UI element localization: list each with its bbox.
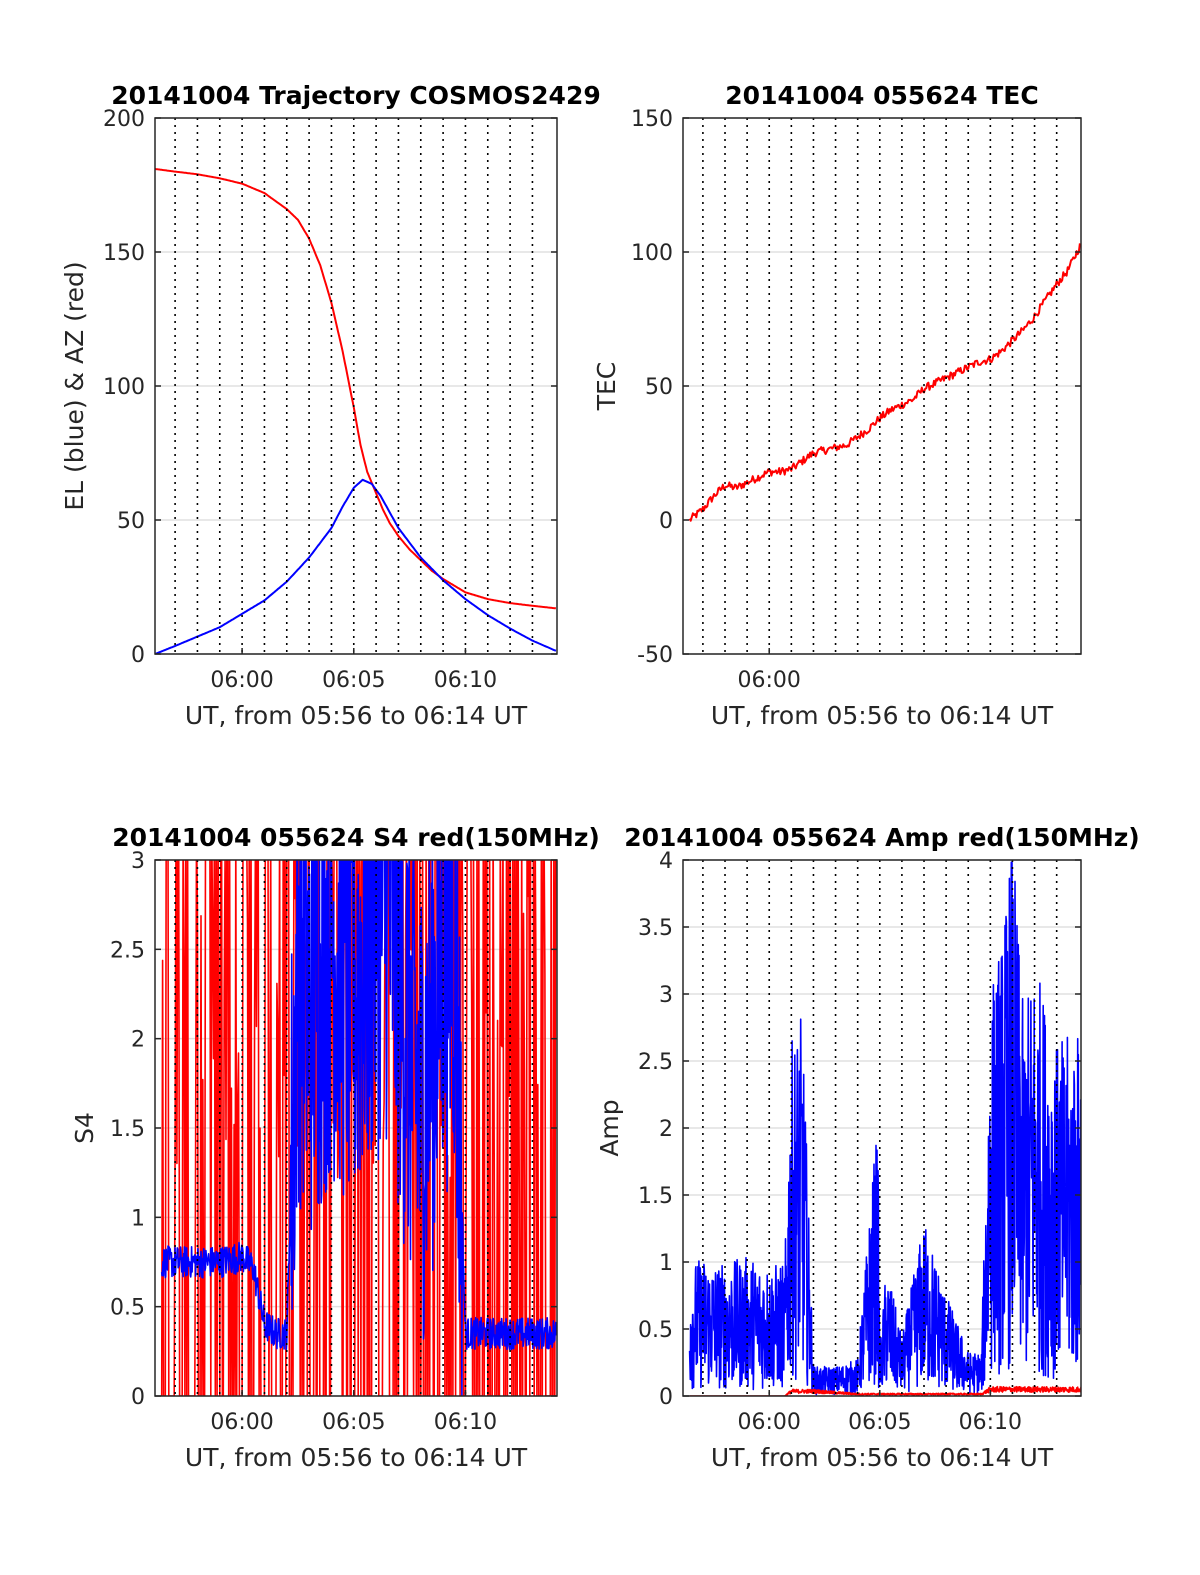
chart-title: 20141004 055624 TEC (725, 81, 1038, 110)
y-tick-label: 0.5 (638, 1318, 673, 1343)
series-line (155, 167, 556, 610)
y-tick-label: 3 (131, 849, 145, 874)
y-tick-label: 50 (645, 375, 673, 400)
y-tick-label: 2 (131, 1028, 145, 1053)
y-axis-label: TEC (592, 362, 621, 412)
x-axis-label: UT, from 05:56 to 06:14 UT (185, 701, 528, 730)
series-line (160, 860, 557, 1396)
y-tick-label: 3 (659, 983, 673, 1008)
y-tick-label: 150 (631, 107, 673, 132)
y-tick-label: 4 (659, 849, 673, 874)
x-axis-label: UT, from 05:56 to 06:14 UT (711, 701, 1054, 730)
y-tick-label: 0.5 (110, 1296, 145, 1321)
x-tick-label: 06:10 (959, 1410, 1022, 1435)
chart-panel-4: 0 0.5 1 1.5 2 2.5 3 3.5 4 06:00 06:05 06:10 20141004… (595, 823, 1140, 1472)
y-axis-label: Amp (595, 1099, 624, 1156)
x-tick-label: 06:05 (322, 668, 385, 693)
y-tick-label: 50 (117, 509, 145, 534)
x-tick-label: 06:00 (210, 668, 273, 693)
x-tick-label: 06:00 (210, 1410, 273, 1435)
y-axis-label: S4 (70, 1112, 99, 1144)
y-tick-label: 0 (659, 509, 673, 534)
y-tick-label: 200 (103, 107, 145, 132)
y-tick-label: 100 (103, 375, 145, 400)
series-line (689, 1385, 1081, 1396)
chart-title: 20141004 Trajectory COSMOS2429 (111, 81, 601, 110)
series-line (155, 478, 557, 654)
y-tick-label: 2.5 (638, 1050, 673, 1075)
chart-panel-2: -50 0 50 100 150 06:00 20141004 055624 TEC UT, … (592, 81, 1082, 730)
y-tick-label: 150 (103, 241, 145, 266)
y-tick-label: 2 (659, 1117, 673, 1142)
y-tick-label: 0 (659, 1385, 673, 1410)
y-tick-label: 1.5 (110, 1117, 145, 1142)
x-axis-label: UT, from 05:56 to 06:14 UT (185, 1443, 528, 1472)
x-tick-label: 06:00 (738, 668, 801, 693)
y-tick-label: 3.5 (638, 916, 673, 941)
y-axis-label: EL (blue) & AZ (red) (60, 261, 89, 510)
series-line (688, 861, 1081, 1396)
chart-title: 20141004 055624 S4 red(150MHz) (112, 823, 600, 852)
y-tick-label: 2.5 (110, 938, 145, 963)
x-axis-label: UT, from 05:56 to 06:14 UT (711, 1443, 1054, 1472)
x-tick-label: 06:05 (322, 1410, 385, 1435)
y-tick-label: 1.5 (638, 1184, 673, 1209)
y-tick-label: 1 (131, 1206, 145, 1231)
chart-panel-1: 0 50 100 150 200 06:00 06:05 06:10 20141004 Traj… (60, 81, 601, 730)
series-line (688, 243, 1081, 522)
x-tick-label: 06:00 (738, 1410, 801, 1435)
x-tick-label: 06:05 (848, 1410, 911, 1435)
y-tick-label: 0 (131, 643, 145, 668)
y-tick-label: 0 (131, 1385, 145, 1410)
x-tick-label: 06:10 (434, 1410, 497, 1435)
y-tick-label: 1 (659, 1251, 673, 1276)
chart-panel-3: 0 0.5 1 1.5 2 2.5 3 06:00 06:05 06:10 20141004 055… (70, 823, 600, 1472)
x-tick-label: 06:10 (434, 668, 497, 693)
chart-title: 20141004 055624 Amp red(150MHz) (624, 823, 1140, 852)
y-tick-label: 100 (631, 241, 673, 266)
y-tick-label: -50 (637, 643, 673, 668)
